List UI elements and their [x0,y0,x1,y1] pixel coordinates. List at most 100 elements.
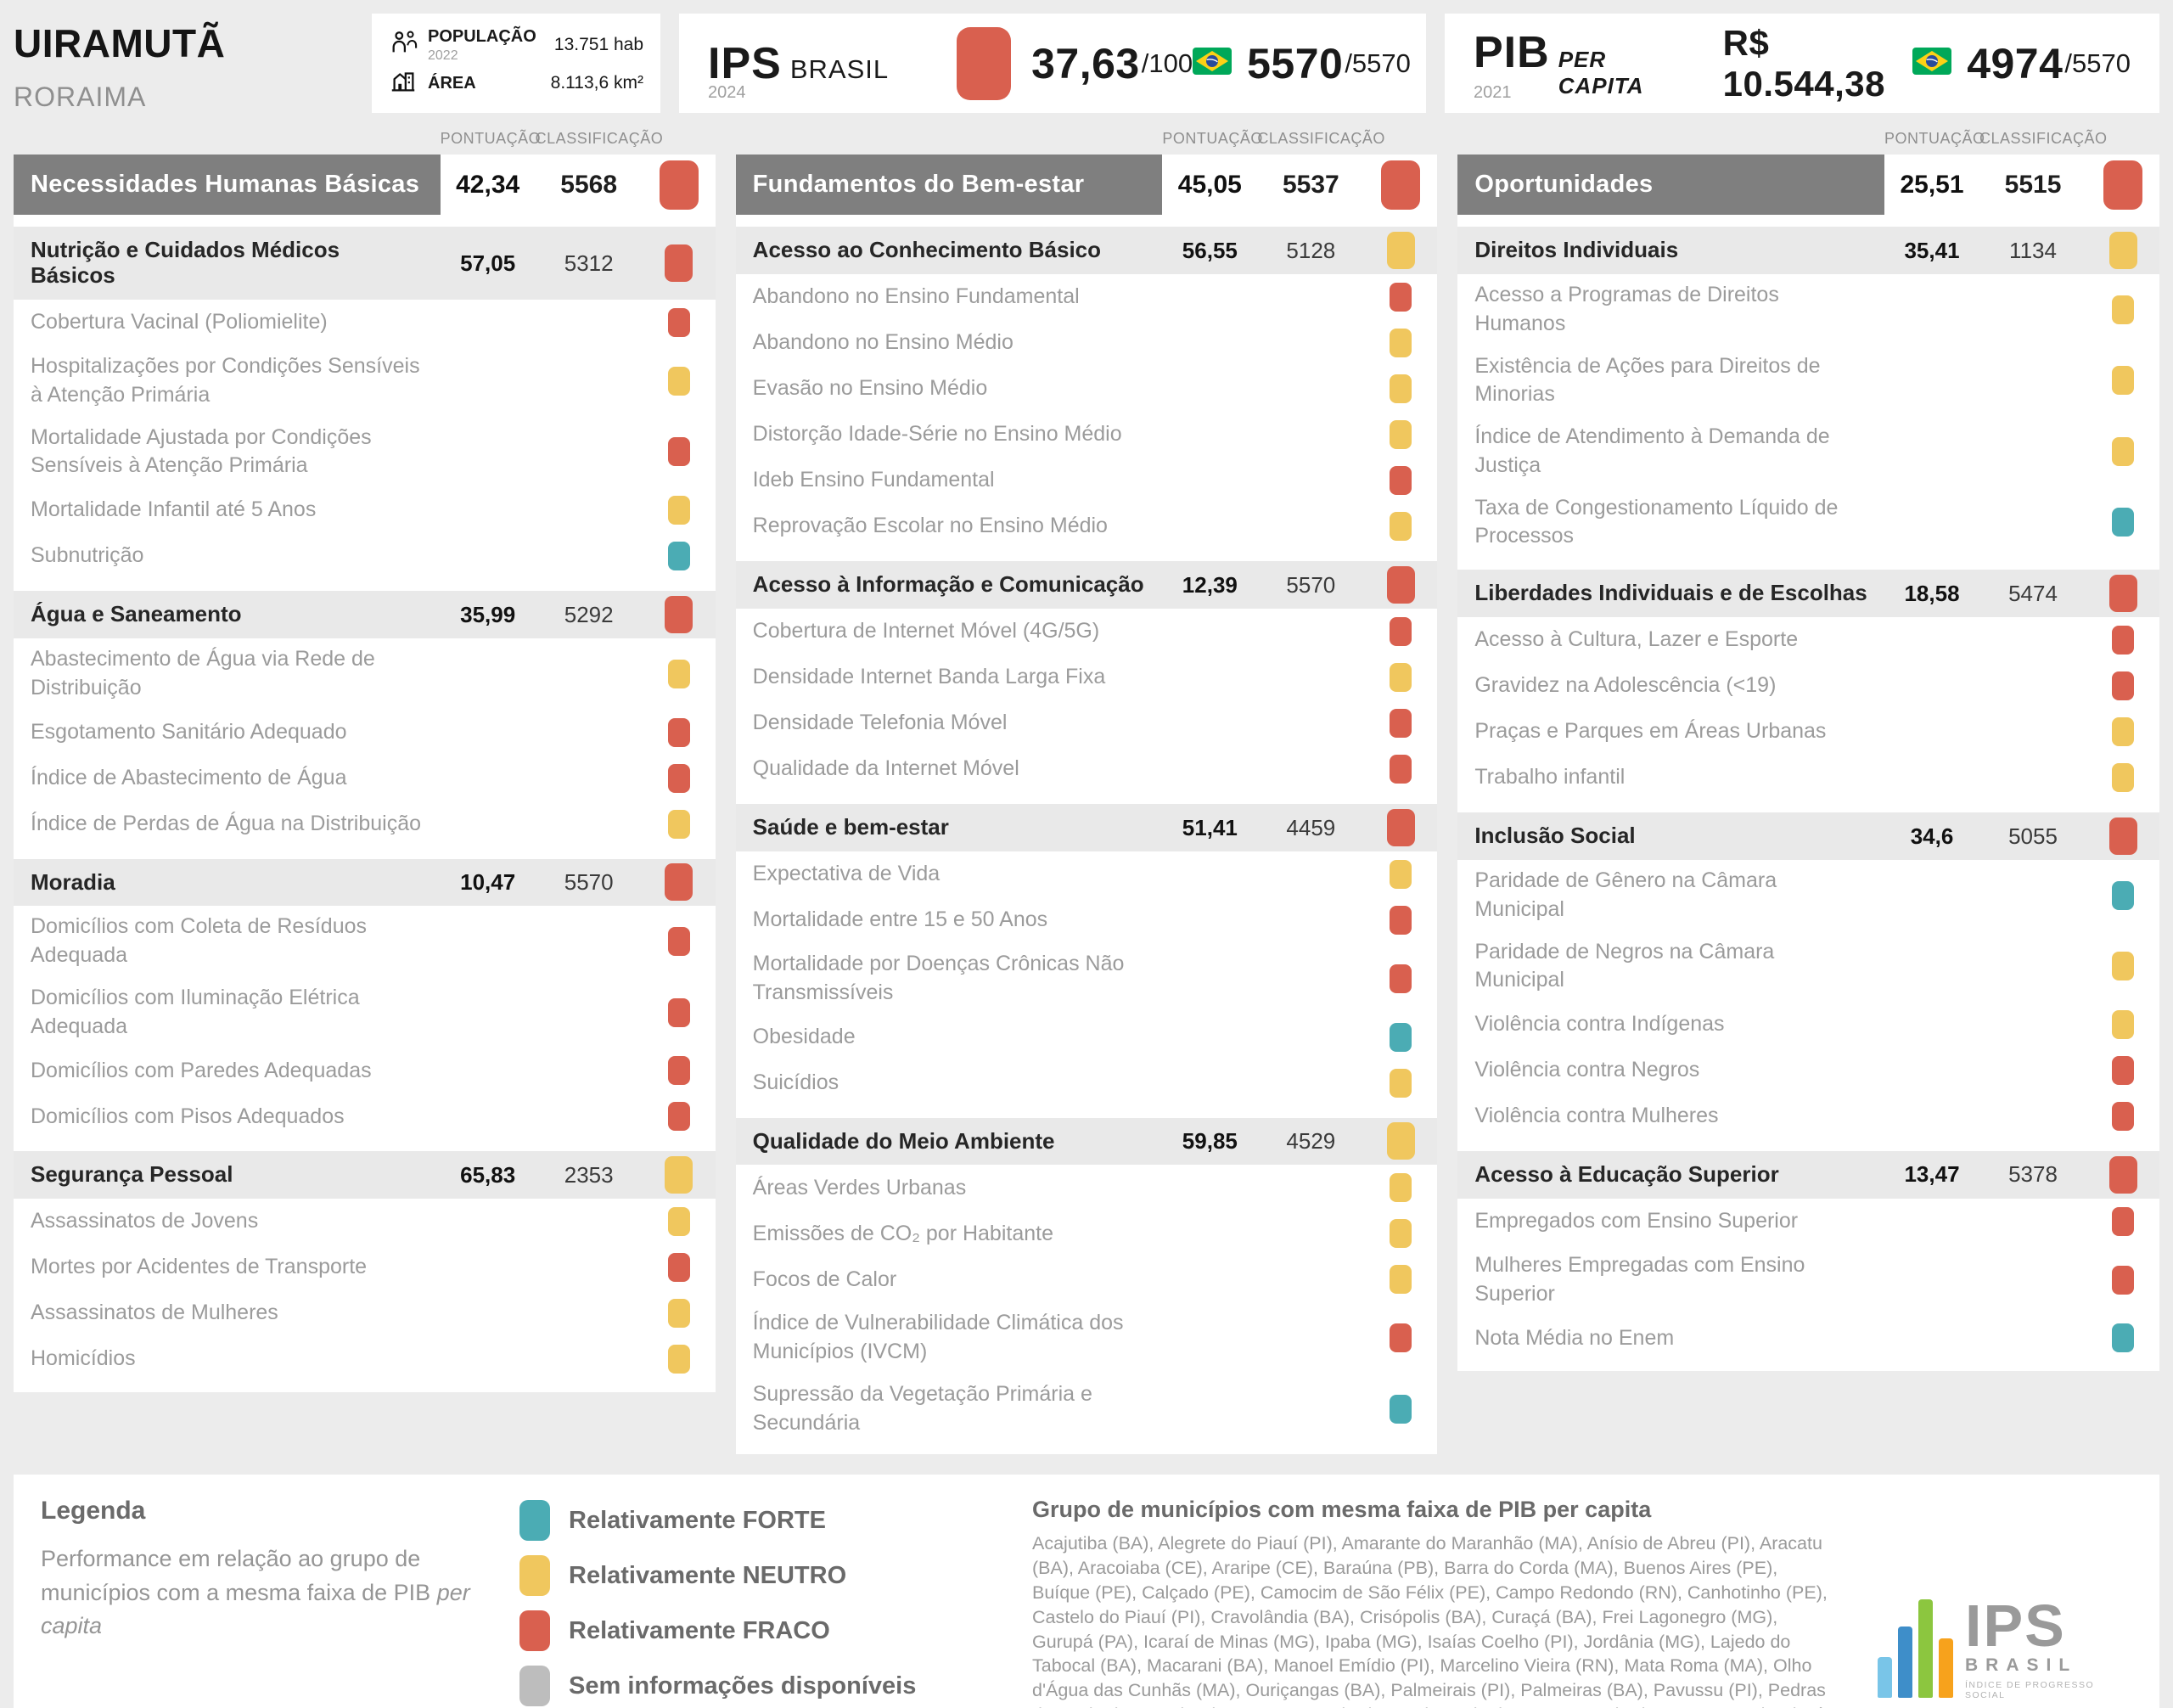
indicator-row: Ideb Ensino Fundamental [736,458,1438,503]
population-year: 2022 [428,48,458,63]
status-square-fraco [2112,1056,2135,1086]
component-score: 51,41 [1182,814,1238,840]
pillar-status [2086,160,2159,210]
status-square-fraco [2112,1206,2135,1236]
ips-score-group: 37,63 /100 [957,26,1193,100]
component-rank: 4529 [1286,1127,1336,1154]
ips-brand-text: IPS [708,38,782,88]
legend-description: Performance em relação ao grupo de munic… [41,1542,482,1642]
indicator-row: Mortalidade por Doenças Crônicas Não Tra… [736,943,1438,1014]
status-square-neutro [667,1207,690,1237]
indicator-label: Evasão no Ensino Médio [752,376,988,401]
pib-brand-text: PIB [1474,28,1550,77]
component-header-row: Saúde e bem-estar 51,41 4459 [735,804,1438,852]
pillar-score: 45,05 [1177,170,1242,199]
component-title: Qualidade do Meio Ambiente [752,1127,1055,1154]
indicator-row: Nota Média no Enem [1457,1315,2159,1361]
bottom-panel: Legenda Performance em relação ao grupo … [14,1475,2159,1708]
indicator-status [643,763,716,793]
logo-ips-text: IPS [1965,1592,2066,1659]
indicator-status [643,809,716,839]
indicator-label: Violência contra Mulheres [1474,1104,1719,1128]
indicator-row: Acesso a Programas de Direitos Humanos [1457,274,2159,346]
indicator-row: Distorção Idade-Série no Ensino Médio [736,412,1438,458]
component-header-row: Moradia 10,47 5570 [14,858,716,907]
indicator-row: Suicídios [736,1060,1438,1106]
indicator-label: Mortalidade Infantil até 5 Anos [31,497,317,522]
status-square-fraco [1390,755,1412,784]
pillar-status [1364,160,1437,210]
indicator-row: Acesso à Cultura, Lazer e Esporte [1457,617,2159,663]
indicator-status [643,1253,716,1283]
status-square-neutro [2112,952,2135,981]
status-square-fraco [667,1253,690,1283]
status-square-fraco [659,160,699,210]
legend-item-label: Relativamente NEUTRO [569,1561,847,1589]
component-rank: 1134 [2009,237,2057,263]
pillar-title: Necessidades Humanas Básicas [14,155,441,216]
indicator-label: Subnutrição [31,543,144,568]
indicator-status [643,1345,716,1374]
indicator-label: Paridade de Negros na Câmara Municipal [1474,939,1775,992]
pillar-card: Oportunidades 25,51 5515 Direitos Individua… [1457,155,2160,1372]
indicator-status [1364,374,1437,404]
component-status [1364,1122,1437,1160]
status-square-neutro [1386,1122,1415,1160]
logo-brasil-text: BRASIL [1965,1655,2078,1676]
status-square-fraco [1390,466,1412,496]
indicator-row: Mortalidade entre 15 e 50 Anos [736,897,1438,943]
indicator-row: Densidade Telefonia Móvel [736,700,1438,746]
status-square-forte [1390,1394,1412,1424]
indicator-row: Cobertura Vacinal (Poliomielite) [14,300,716,346]
pib-rank-group: 4974 /5570 [1912,39,2131,88]
legend-item-label: Relativamente FORTE [569,1506,826,1534]
indicator-row: Focos de Calor [736,1256,1438,1302]
status-square-sem [519,1666,550,1707]
indicator-label: Violência contra Indígenas [1474,1012,1725,1037]
indicator-row: Domicílios com Coleta de Resíduos Adequa… [14,906,716,977]
indicator-label: Suicídios [752,1070,839,1094]
pillar-rank: 5568 [560,170,618,199]
component-rank: 5570 [564,868,614,895]
status-square-forte [1390,1022,1412,1052]
legend-item: Relativamente FORTE [519,1500,995,1542]
status-square-neutro [2112,295,2135,324]
component-title: Acesso à Educação Superior [1474,1161,1779,1188]
indicator-status [2086,1056,2159,1086]
pillar-score: 25,51 [1900,170,1964,199]
indicator-row: Hospitalizações por Condições Sensíveis … [14,346,716,417]
status-square-neutro [1390,663,1412,693]
municipality-name: UIRAMUTÃ [14,21,226,65]
pillar-column-fundamentos: PONTUAÇÃO CLASSIFICAÇÃO Fundamentos do B… [735,130,1438,1455]
status-square-fraco [667,717,690,747]
legend-item: Relativamente NEUTRO [519,1555,995,1597]
indicator-label: Empregados com Ensino Superior [1474,1209,1799,1233]
population-label: POPULAÇÃO [428,27,536,46]
component-score: 35,41 [1904,237,1960,263]
indicator-row: Obesidade [736,1014,1438,1060]
indicator-status [2086,1010,2159,1040]
indicator-status [1364,755,1437,784]
indicator-row: Domicílios com Paredes Adequadas [14,1048,716,1093]
legend-item-label: Relativamente FRACO [569,1616,830,1644]
indicator-row: Subnutrição [14,533,716,579]
indicator-status [1364,1394,1437,1424]
component-rank: 4459 [1286,814,1336,840]
status-square-fraco [2103,160,2143,210]
status-square-neutro [665,1156,693,1194]
indicator-status [643,1299,716,1329]
indicator-label: Assassinatos de Jovens [31,1209,259,1233]
status-square-fraco [2108,1155,2137,1194]
legend-items: Relativamente FORTE Relativamente NEUTRO R… [519,1497,995,1708]
indicator-status [643,542,716,571]
indicator-label: Domicílios com Iluminação Elétrica Adequ… [31,985,360,1038]
logo-bar [1939,1638,1953,1699]
status-square-fraco [667,927,690,957]
status-square-fraco [667,1102,690,1132]
component-rank: 5378 [2008,1161,2058,1188]
component-header-row: Nutrição e Cuidados Médicos Básicos 57,05… [14,227,716,301]
component-status [643,244,716,283]
indicator-status [1364,860,1437,890]
component-title: Segurança Pessoal [31,1161,233,1188]
component-score: 35,99 [460,601,516,627]
